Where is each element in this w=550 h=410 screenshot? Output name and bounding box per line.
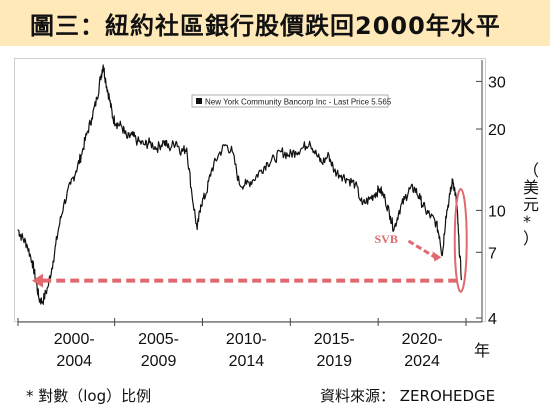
y-tick-label: 7: [488, 245, 497, 262]
x-tick-label: 2015-: [314, 331, 355, 348]
y-unit-label: 美: [523, 178, 539, 197]
x-tick-label: 2014: [229, 353, 265, 370]
x-tick-label: 2019: [316, 353, 352, 370]
x-unit-label: 年: [474, 341, 490, 360]
y-tick-label: 10: [488, 203, 506, 220]
x-tick-label: 2000-: [54, 331, 95, 348]
x-tick-label: 2005-: [138, 331, 179, 348]
y-tick-label: 20: [488, 122, 506, 139]
y-unit-label: *: [523, 212, 531, 231]
svb-arrow-head: [432, 251, 442, 262]
svb-annotation-label: SVB: [375, 232, 398, 246]
x-tick-label: 2024: [404, 353, 440, 370]
legend-box: [191, 94, 389, 108]
y-tick-label: 30: [488, 74, 506, 91]
legend-swatch: [196, 98, 202, 104]
log-scale-footnote: * 對數（log）比例: [26, 387, 152, 405]
series-line: [17, 64, 463, 305]
svb-arrow-line: [407, 239, 437, 259]
y-unit-label: （: [523, 161, 539, 180]
legend-entry: New York Community Bancorp Inc - Last Pr…: [205, 98, 392, 107]
source-credit: 資料來源： ZEROHEDGE: [320, 387, 496, 405]
x-tick-label: 2010-: [226, 331, 267, 348]
x-tick-label: 2020-: [402, 331, 443, 348]
arrow-head-left: [32, 273, 44, 288]
highlight-ellipse: [453, 188, 468, 293]
page-title: 圖三：紐約社區銀行股價跌回2000年水平: [30, 11, 501, 40]
y-unit-label: 元: [523, 195, 539, 214]
y-unit-label: ）: [523, 229, 539, 248]
x-tick-label: 2004: [56, 353, 92, 370]
x-tick-label: 2009: [141, 353, 177, 370]
y-tick-label: 4: [488, 311, 497, 328]
title-bar: 圖三：紐約社區銀行股價跌回2000年水平: [0, 0, 550, 46]
